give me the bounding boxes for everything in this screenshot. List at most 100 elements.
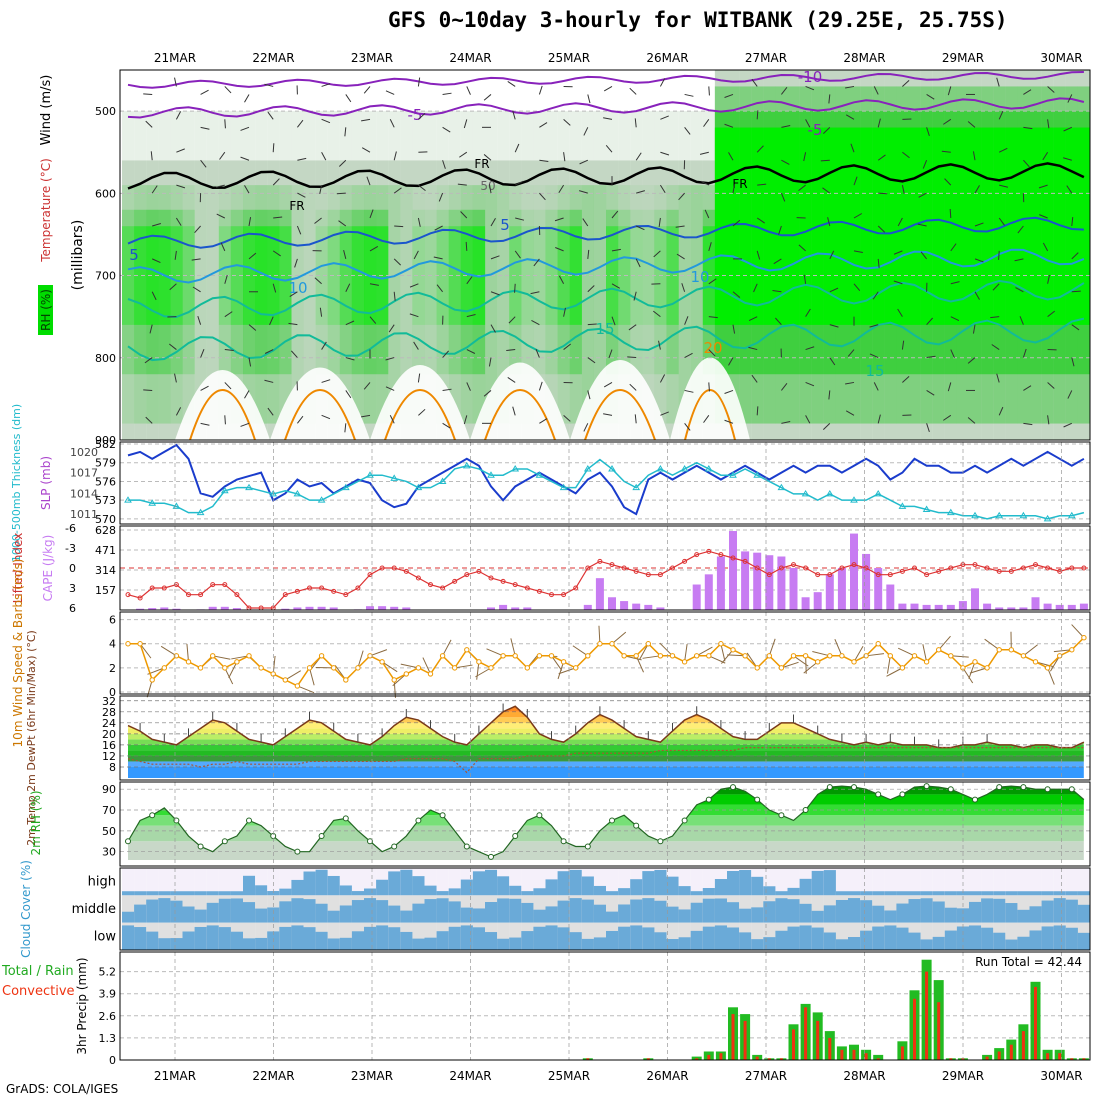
temp-contour: [127, 162, 1085, 190]
wind-barb: [176, 184, 186, 189]
temp-contour-warm: [684, 389, 736, 441]
wind-barb: [338, 159, 347, 167]
lifted-index-point: [173, 582, 179, 588]
precip-conv-bar: [876, 1058, 880, 1060]
cape-bar: [172, 608, 181, 610]
rh-shade: [485, 185, 498, 424]
ytick-precip: 1.3: [99, 1032, 117, 1045]
date-label-bottom: 22MAR: [252, 1069, 294, 1083]
rh-shade: [448, 226, 461, 325]
cape-bar: [922, 604, 931, 610]
ylabel-thickness: 1000-500mb Thickness (dm): [10, 404, 23, 562]
rh-point: [657, 838, 664, 845]
lifted-index-point: [428, 582, 433, 588]
ytick-slp: 1017: [70, 467, 98, 480]
wind-speed-point: [863, 653, 869, 659]
rh-legend-swatch: [38, 285, 53, 335]
rh-shade: [170, 209, 183, 375]
cape-bar: [1043, 603, 1052, 610]
cloud-cell: [848, 891, 861, 896]
rh-point: [996, 784, 1003, 791]
rh-band: [128, 841, 1084, 860]
wind-speed-point: [681, 659, 688, 665]
wind-barb: [724, 389, 734, 394]
cloud-cell: [230, 891, 244, 896]
ytick-lifted-index: 6: [69, 602, 76, 615]
wind-barb: [1071, 216, 1074, 227]
wind-barb: [297, 157, 307, 161]
cloud-cell-bg: [896, 868, 909, 896]
thickness-point: [414, 483, 423, 491]
rh-shade: [134, 226, 147, 325]
wind-barb: [708, 382, 710, 392]
surface-wind-barb: [1023, 644, 1038, 657]
ytick-lifted-index: -6: [65, 522, 76, 535]
wind-barb: [514, 143, 520, 153]
wind-barb: [941, 150, 951, 153]
rh-point: [342, 815, 349, 822]
cloud-cell: [460, 925, 473, 950]
wind-barb: [369, 245, 379, 252]
wind-barb: [603, 382, 613, 388]
cloud-cell: [267, 907, 280, 923]
lifted-index-point: [403, 568, 409, 574]
wind-barb: [363, 382, 371, 390]
lifted-index-point: [912, 565, 917, 571]
wind-barb: [466, 349, 476, 354]
wind-barb: [466, 382, 471, 391]
contour-label: 10: [690, 268, 709, 286]
surface-wind-barb: [558, 667, 576, 675]
wind-barb: [538, 381, 543, 391]
wind-barb: [538, 85, 543, 95]
wind-barb: [393, 258, 402, 266]
wind-barb: [728, 152, 734, 161]
cape-bar: [1055, 604, 1064, 610]
surface-wind-barb: [642, 655, 661, 659]
wind-barb: [845, 410, 855, 416]
rh-shade: [182, 160, 195, 440]
rh-point: [149, 812, 156, 819]
rh-point: [754, 796, 761, 803]
wind-barb: [803, 274, 807, 284]
lifted-index-point: [996, 568, 1002, 574]
lifted-index-point: [609, 562, 615, 568]
cloud-cell: [243, 902, 256, 923]
wind-barb: [704, 209, 710, 219]
rh-shade: [557, 209, 570, 375]
rh-shade: [230, 209, 244, 375]
wind-barb: [1022, 348, 1027, 358]
wind-barb: [827, 217, 831, 227]
cloud-cell: [1005, 903, 1018, 923]
cape-bar: [148, 608, 157, 610]
wind-barb: [244, 94, 250, 103]
wind-barb: [943, 414, 952, 421]
surface-wind-barb: [1047, 667, 1055, 685]
wind-barb: [442, 160, 446, 169]
wind-barb: [828, 390, 831, 400]
wind-barb: [194, 225, 201, 234]
cloud-cell: [424, 885, 437, 896]
wind-barb: [294, 258, 298, 268]
credit-text: GrADS: COLA/IGES: [6, 1082, 119, 1096]
cloud-cell: [327, 910, 340, 923]
cloud-cell: [896, 891, 909, 896]
cloud-cell: [1077, 904, 1091, 923]
rh-shade: [860, 127, 873, 325]
wind-barb: [488, 357, 492, 367]
wind-barb: [897, 217, 903, 227]
ytick-wind: 0: [109, 686, 116, 699]
precip-conv-bar: [913, 998, 916, 1060]
lifted-index-point: [1008, 568, 1014, 574]
wind-barb: [554, 217, 564, 222]
wind-speed-point: [1069, 647, 1075, 653]
cloud-cell: [908, 932, 921, 950]
temp-contour-warm: [384, 389, 456, 441]
wind-barb: [1067, 94, 1073, 103]
cloud-cell-bg: [364, 868, 377, 896]
cloud-cell-bg: [194, 868, 207, 896]
cloud-cell: [412, 938, 425, 950]
wind-barb: [296, 225, 302, 235]
lifted-index-point: [621, 565, 627, 571]
surface-wind-barb: [1071, 624, 1085, 639]
